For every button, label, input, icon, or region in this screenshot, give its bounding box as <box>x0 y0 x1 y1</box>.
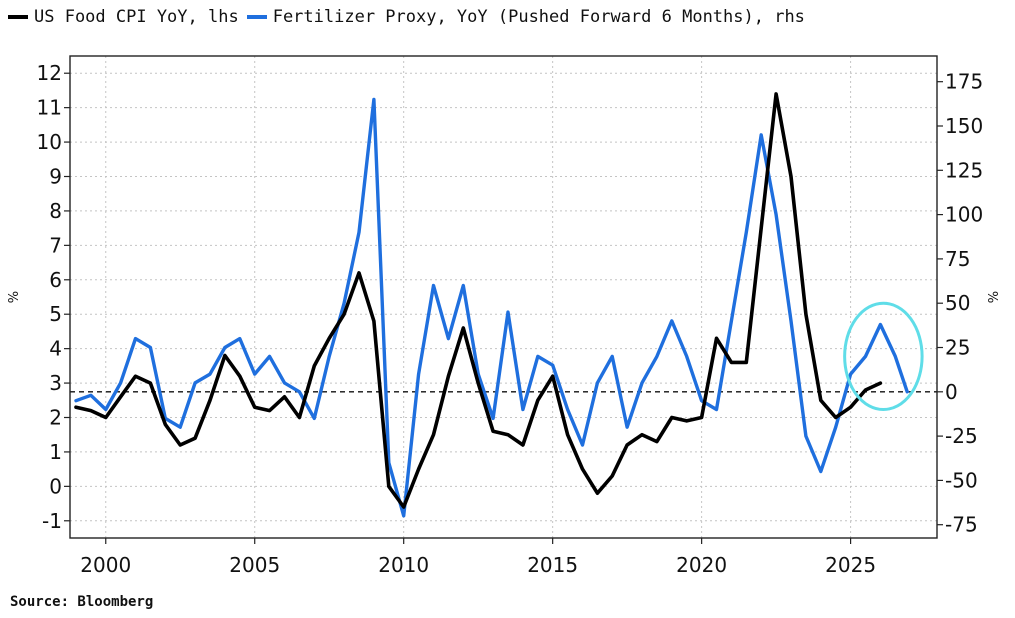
chart-legend: US Food CPI YoY, lhs Fertilizer Proxy, Y… <box>8 4 813 30</box>
series-line-food-cpi <box>74 92 883 509</box>
y-left-tick-label: 12 <box>37 61 62 85</box>
x-tick-label: 2020 <box>676 553 727 577</box>
grid-layer <box>70 56 937 538</box>
source-note: Source: Bloomberg <box>10 594 154 610</box>
y-left-tick-label: 6 <box>49 268 62 292</box>
y-left-tick-label: 3 <box>49 371 62 395</box>
chart-canvas: -10123456789101112-75-50-250255075100125… <box>7 55 1002 577</box>
y-right-tick-label: 75 <box>945 247 970 271</box>
y-right-tick-label: -50 <box>945 468 978 492</box>
y-left-tick-label: 10 <box>37 130 62 154</box>
y-left-tick-label: -1 <box>42 509 62 533</box>
highlight-ellipse <box>843 301 924 412</box>
y-right-tick-label: -75 <box>945 513 978 537</box>
y-right-tick-label: 25 <box>945 336 970 360</box>
x-tick-label: 2005 <box>229 553 280 577</box>
y-right-tick-label: 0 <box>945 380 958 404</box>
y-right-tick-label: 150 <box>945 114 983 138</box>
y-left-tick-label: 5 <box>49 302 62 326</box>
legend-item-fertilizer: Fertilizer Proxy, YoY (Pushed Forward 6 … <box>246 7 805 27</box>
series-layer <box>74 92 924 518</box>
legend-swatch-food-cpi <box>8 15 28 19</box>
x-tick-label: 2015 <box>527 553 578 577</box>
tick-layer: -10123456789101112-75-50-250255075100125… <box>7 61 1002 577</box>
y-left-tick-label: 2 <box>49 406 62 430</box>
y-right-tick-label: -25 <box>945 424 978 448</box>
y-right-unit-label: % <box>987 291 1002 303</box>
x-tick-label: 2010 <box>378 553 429 577</box>
y-left-tick-label: 1 <box>49 440 62 464</box>
y-left-tick-label: 7 <box>49 233 62 257</box>
y-right-tick-label: 100 <box>945 203 983 227</box>
y-left-tick-label: 4 <box>49 337 62 361</box>
y-left-tick-label: 8 <box>49 199 62 223</box>
plot-frame <box>69 55 938 539</box>
y-right-tick-label: 50 <box>945 291 970 315</box>
legend-label-food-cpi: US Food CPI YoY, lhs <box>34 7 239 27</box>
y-left-tick-label: 11 <box>37 96 62 120</box>
y-right-tick-label: 175 <box>945 70 983 94</box>
y-left-tick-label: 0 <box>49 474 62 498</box>
frame-layer <box>69 55 938 539</box>
legend-swatch-fertilizer <box>246 15 267 19</box>
y-right-tick-label: 125 <box>945 158 983 182</box>
x-tick-label: 2000 <box>80 553 131 577</box>
x-tick-label: 2025 <box>825 553 876 577</box>
y-left-unit-label: % <box>7 291 22 303</box>
legend-label-fertilizer: Fertilizer Proxy, YoY (Pushed Forward 6 … <box>272 7 805 27</box>
legend-item-food-cpi: US Food CPI YoY, lhs <box>8 7 239 27</box>
series-line-fertilizer-proxy <box>74 97 909 518</box>
y-left-tick-label: 9 <box>49 165 62 189</box>
